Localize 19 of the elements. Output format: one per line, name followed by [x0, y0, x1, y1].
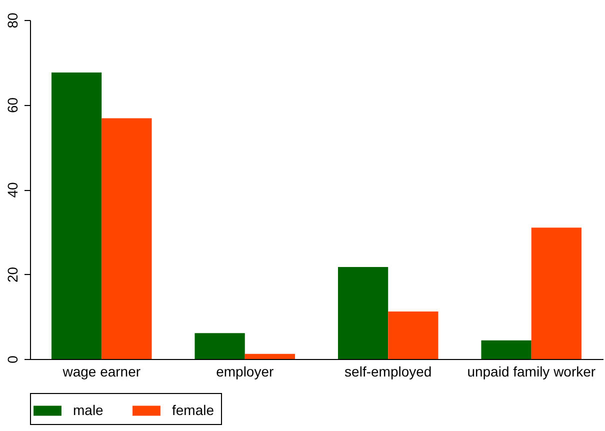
bar [531, 228, 582, 359]
y-tick-label: 60 [4, 97, 20, 114]
x-tick-label: employer [216, 364, 274, 380]
bar [102, 118, 152, 359]
bar [194, 333, 245, 359]
legend-label: male [73, 402, 104, 418]
x-tick-label: wage earner [62, 364, 141, 380]
bar [338, 267, 388, 359]
bar [51, 72, 102, 359]
y-tick-label: 80 [4, 12, 20, 28]
x-tick-label: unpaid family worker [467, 364, 596, 380]
bar [244, 354, 296, 359]
y-tick-label: 0 [4, 355, 20, 364]
legend-label: female [172, 402, 214, 418]
x-tick-label: self-employed [344, 364, 432, 380]
y-tick-label: 20 [4, 266, 20, 283]
bar [481, 340, 532, 359]
bar [388, 312, 438, 359]
y-tick-label: 40 [4, 182, 20, 198]
